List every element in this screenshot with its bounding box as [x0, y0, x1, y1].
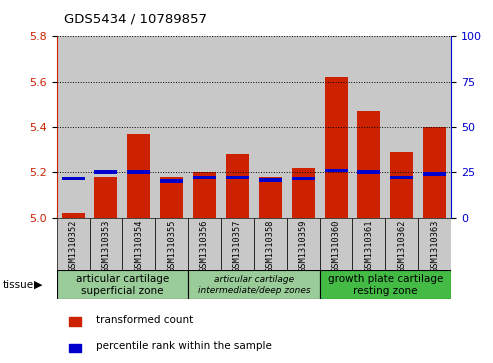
Bar	[122, 36, 155, 218]
Bar	[95, 170, 117, 174]
Bar	[319, 218, 352, 270]
Bar	[95, 177, 117, 218]
Bar	[57, 270, 188, 299]
Bar	[160, 177, 183, 218]
Bar	[254, 36, 287, 218]
Bar	[193, 176, 216, 179]
Bar	[324, 77, 348, 218]
Text: GSM1310362: GSM1310362	[397, 219, 406, 272]
Bar	[188, 270, 319, 299]
Text: GSM1310355: GSM1310355	[167, 219, 176, 272]
Bar	[188, 218, 221, 270]
Bar	[62, 177, 85, 180]
Text: GSM1310359: GSM1310359	[299, 219, 308, 272]
Text: GSM1310360: GSM1310360	[332, 219, 341, 272]
Bar	[127, 134, 150, 218]
Bar	[418, 36, 451, 218]
Bar	[259, 177, 282, 218]
Bar	[386, 36, 418, 218]
Bar	[390, 176, 413, 179]
Bar	[386, 218, 418, 270]
Bar	[287, 36, 319, 218]
Bar	[127, 170, 150, 174]
Bar	[57, 36, 90, 218]
Bar	[292, 177, 315, 180]
Text: growth plate cartilage
resting zone: growth plate cartilage resting zone	[328, 274, 443, 296]
Bar	[287, 218, 319, 270]
Bar	[357, 170, 381, 174]
Bar	[357, 111, 381, 218]
Text: GSM1310357: GSM1310357	[233, 219, 242, 272]
Bar	[324, 169, 348, 172]
Bar	[352, 36, 386, 218]
Text: GSM1310361: GSM1310361	[364, 219, 373, 272]
Bar	[292, 168, 315, 218]
Bar	[69, 318, 81, 326]
Text: articular cartilage
intermediate/deep zones: articular cartilage intermediate/deep zo…	[198, 275, 310, 295]
Bar	[90, 36, 122, 218]
Bar	[155, 218, 188, 270]
Text: GSM1310358: GSM1310358	[266, 219, 275, 272]
Bar	[259, 178, 282, 182]
Bar	[122, 218, 155, 270]
Text: GSM1310354: GSM1310354	[135, 219, 143, 272]
Bar	[226, 154, 249, 218]
Bar	[418, 218, 451, 270]
Bar	[57, 218, 90, 270]
Text: GSM1310353: GSM1310353	[102, 219, 110, 272]
Bar	[423, 127, 446, 218]
Bar	[226, 176, 249, 179]
Bar	[62, 213, 85, 218]
Bar	[390, 152, 413, 218]
Bar	[423, 172, 446, 176]
Bar	[221, 218, 254, 270]
Bar	[319, 270, 451, 299]
Text: GDS5434 / 10789857: GDS5434 / 10789857	[64, 13, 207, 26]
Bar	[155, 36, 188, 218]
Text: ▶: ▶	[34, 280, 42, 290]
Bar	[352, 218, 386, 270]
Text: GSM1310352: GSM1310352	[69, 219, 77, 272]
Text: articular cartilage
superficial zone: articular cartilage superficial zone	[76, 274, 169, 296]
Bar	[160, 179, 183, 183]
Bar	[319, 36, 352, 218]
Text: transformed count: transformed count	[96, 315, 193, 325]
Text: GSM1310356: GSM1310356	[200, 219, 209, 272]
Text: GSM1310363: GSM1310363	[430, 219, 439, 272]
Text: percentile rank within the sample: percentile rank within the sample	[96, 341, 272, 351]
Bar	[193, 172, 216, 218]
Bar	[69, 344, 81, 352]
Bar	[221, 36, 254, 218]
Bar	[90, 218, 122, 270]
Bar	[254, 218, 287, 270]
Bar	[188, 36, 221, 218]
Text: tissue: tissue	[2, 280, 34, 290]
